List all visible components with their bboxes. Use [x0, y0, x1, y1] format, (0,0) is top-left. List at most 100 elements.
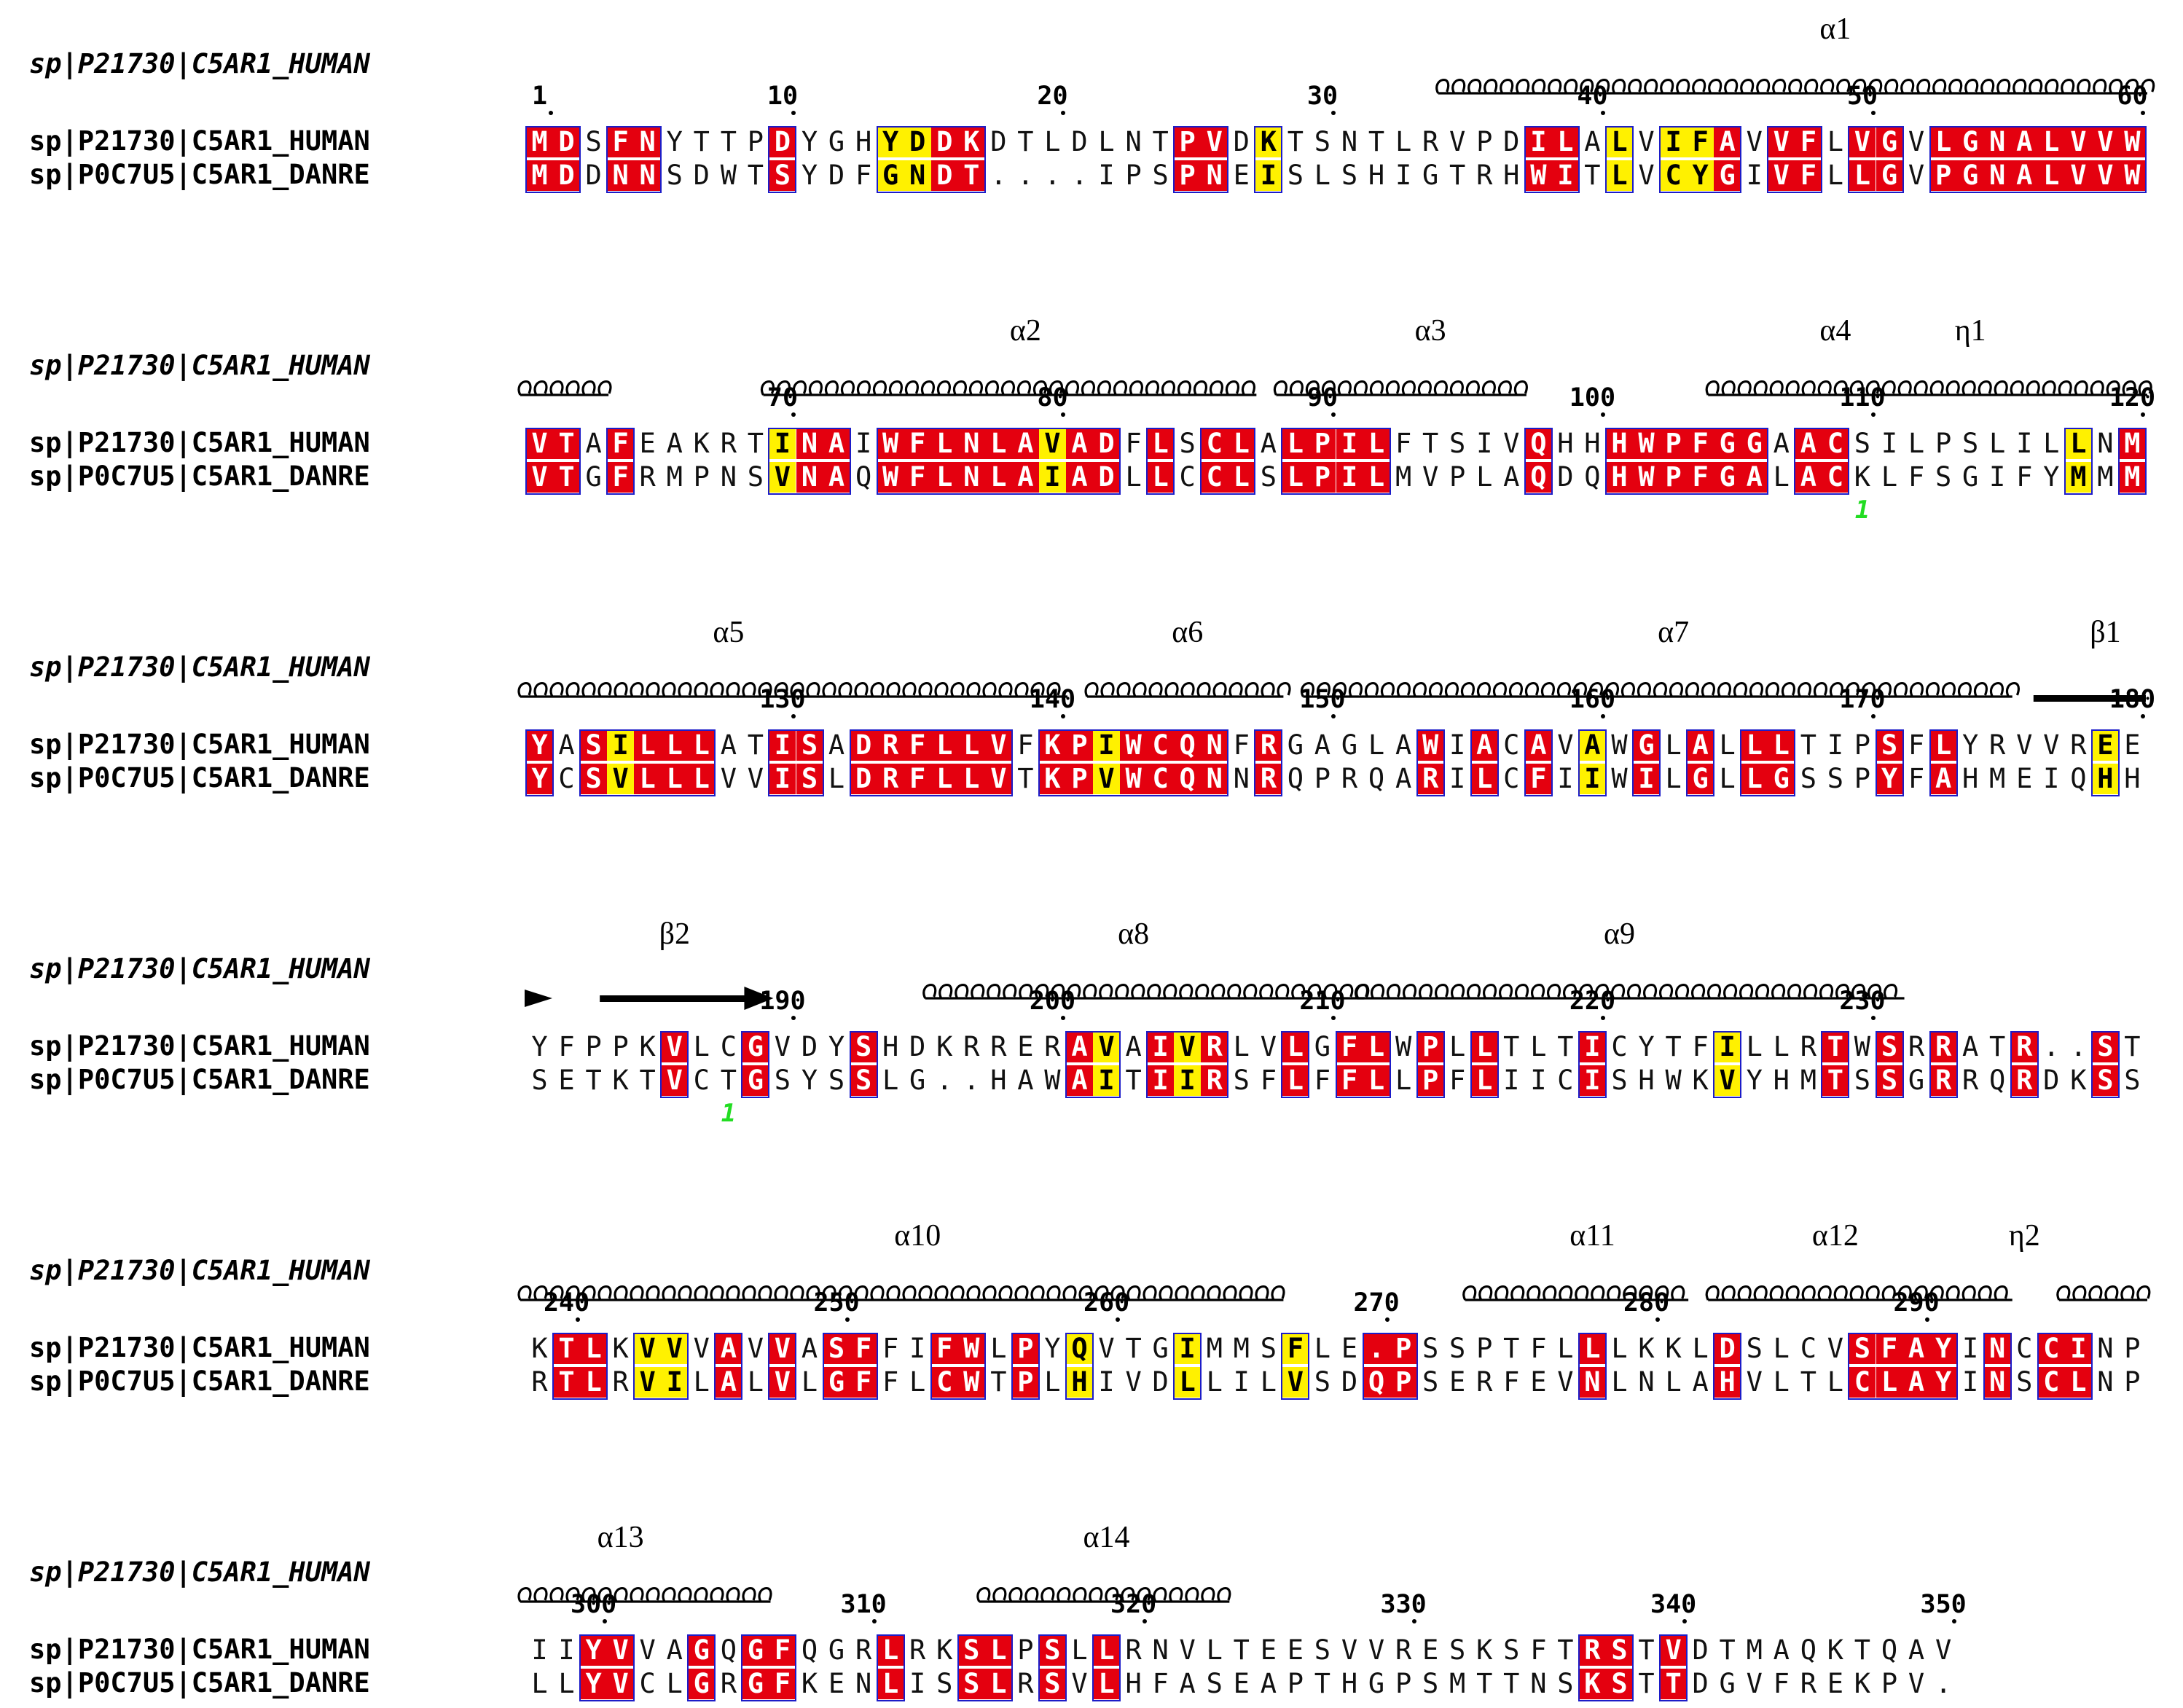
- residue: I: [769, 428, 796, 459]
- residue: M: [2118, 428, 2146, 459]
- residue: D: [1503, 126, 1520, 157]
- residue: H: [1368, 160, 1385, 191]
- residue: .: [936, 1065, 953, 1096]
- residue: L: [580, 1333, 608, 1364]
- residue: P: [1416, 1065, 1444, 1096]
- residue: S: [769, 160, 796, 191]
- residue-number: 120: [2109, 383, 2156, 412]
- ss-element-label: β1: [2090, 616, 2121, 649]
- residue-number: 30: [1306, 82, 1339, 111]
- residue: A: [585, 428, 602, 459]
- residue: L: [1746, 1031, 1763, 1062]
- residue: Q: [1066, 1333, 1093, 1364]
- residue: F: [882, 1333, 899, 1364]
- residue: F: [1692, 1031, 1709, 1062]
- residue: I: [1660, 127, 1688, 157]
- residue: T: [1660, 1669, 1688, 1699]
- residue: I: [1827, 729, 1844, 761]
- residue-number-tick: [2141, 412, 2146, 417]
- residue: S: [796, 764, 823, 794]
- residue: V: [1714, 1065, 1741, 1096]
- residue: E: [2091, 730, 2119, 761]
- residue: G: [1314, 1031, 1331, 1062]
- residue: P: [1011, 1367, 1039, 1398]
- residue: T: [720, 1065, 737, 1096]
- residue: Y: [801, 126, 818, 157]
- residue: T: [1584, 160, 1601, 191]
- residue-number: 1: [531, 82, 548, 111]
- residue-number: 240: [543, 1288, 590, 1317]
- residue: L: [1665, 763, 1682, 794]
- residue: H: [1714, 1367, 1741, 1398]
- residue: V: [1368, 1634, 1385, 1666]
- residue: S: [1152, 160, 1169, 191]
- residue: L: [1228, 428, 1255, 459]
- residue: I: [1395, 160, 1412, 191]
- residue: L: [984, 462, 1012, 493]
- residue: I: [1174, 1333, 1202, 1364]
- ss-element-label: α12: [1811, 1219, 1859, 1253]
- residue: Q: [801, 1634, 818, 1666]
- residue: F: [1687, 462, 1714, 493]
- residue: F: [1524, 764, 1552, 794]
- residue: F: [882, 1366, 899, 1398]
- residue: .: [990, 160, 1007, 191]
- residue: L: [1363, 1065, 1390, 1096]
- residue: A: [1011, 428, 1039, 459]
- residue: T: [553, 1367, 581, 1398]
- residue: L: [1395, 1065, 1412, 1096]
- residue: L: [1282, 428, 1309, 459]
- residue: V: [661, 1032, 689, 1062]
- residue: V: [1768, 160, 1795, 191]
- residue: K: [1854, 1668, 1871, 1699]
- residue: L: [1557, 1333, 1574, 1364]
- residue: T: [1800, 729, 1816, 761]
- ss-element-label: β2: [659, 917, 690, 951]
- residue: P: [1174, 127, 1202, 157]
- residue: L: [1093, 1635, 1121, 1666]
- residue: L: [1449, 1031, 1466, 1062]
- residue: S: [1314, 1366, 1331, 1398]
- secondary-structure-track: [1435, 79, 2155, 95]
- sequence-name: sp|P0C7U5|C5AR1_DANRE: [29, 1064, 370, 1095]
- residue: S: [1876, 1032, 1903, 1062]
- residue: V: [2091, 127, 2119, 157]
- residue: Y: [1929, 1367, 1957, 1398]
- residue: W: [1611, 729, 1628, 761]
- residue: .: [963, 1065, 980, 1096]
- residue: Y: [580, 1635, 608, 1666]
- residue: L: [1044, 126, 1061, 157]
- residue: S: [936, 1668, 953, 1699]
- residue: A: [1470, 730, 1498, 761]
- residue-number: 40: [1577, 82, 1608, 111]
- residue: S: [585, 126, 602, 157]
- residue: C: [1557, 1065, 1574, 1096]
- residue: L: [1768, 730, 1795, 761]
- residue: M: [526, 127, 553, 157]
- residue: G: [1768, 764, 1795, 794]
- residue: H: [1962, 763, 1979, 794]
- residue: W: [957, 1367, 985, 1398]
- residue-number: 60: [2117, 82, 2148, 111]
- residue: D: [801, 1031, 818, 1062]
- residue: L: [1314, 1333, 1331, 1364]
- residue: V: [1557, 1366, 1574, 1398]
- residue: L: [1606, 127, 1633, 157]
- residue: P: [2124, 1366, 2141, 1398]
- residue: R: [855, 1634, 872, 1666]
- residue: T: [553, 462, 581, 493]
- ss-element-label: α3: [1414, 314, 1446, 348]
- residue: V: [2043, 729, 2060, 761]
- residue: Y: [531, 1031, 548, 1062]
- residue: S: [774, 1065, 791, 1096]
- residue: G: [1714, 462, 1741, 493]
- residue: I: [2043, 763, 2060, 794]
- residue: G: [742, 1032, 769, 1062]
- residue: E: [1341, 1333, 1358, 1364]
- residue: G: [1714, 160, 1741, 191]
- residue: K: [1255, 127, 1282, 157]
- residue: L: [634, 764, 662, 794]
- residue: P: [1660, 428, 1688, 459]
- residue: K: [1038, 730, 1066, 761]
- helix-coil: [517, 1285, 1285, 1301]
